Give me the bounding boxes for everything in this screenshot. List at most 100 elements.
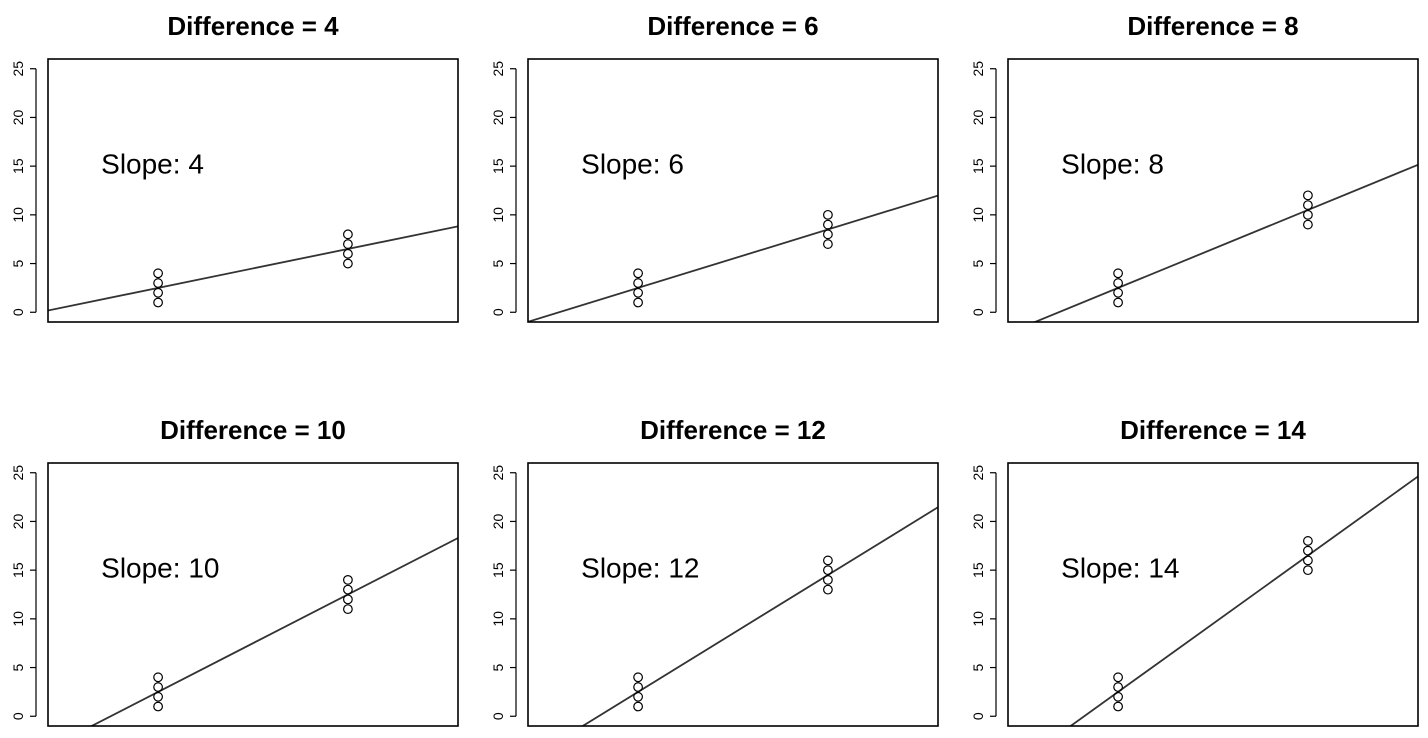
y-tick-label: 20: [490, 109, 506, 125]
y-tick-label: 10: [970, 207, 986, 223]
data-point: [1113, 682, 1123, 692]
y-tick-label: 5: [490, 663, 506, 671]
regression-line: [1032, 163, 1418, 322]
plot-frame: [527, 462, 939, 727]
data-point: [823, 229, 833, 240]
y-tick-label: 25: [970, 61, 986, 77]
data-point: [1303, 209, 1313, 220]
y-tick-label: 25: [10, 61, 26, 77]
panel-4: Difference = 10 0 5 10 15 20 25 Slope: 10: [10, 415, 459, 727]
data-point: [823, 239, 833, 249]
y-tick-label: 20: [970, 513, 986, 529]
regression-line: [48, 225, 458, 312]
plot-frame: [47, 58, 459, 323]
data-point: [1303, 200, 1313, 211]
y-tick-label: 5: [970, 663, 986, 671]
data-point: [633, 672, 643, 683]
data-point: [343, 258, 353, 269]
data-point: [343, 594, 353, 605]
data-point: [823, 584, 833, 595]
panel-2: Difference = 6 0 5 10 15 20 25 Slope: 6: [490, 11, 939, 323]
y-tick-label: 0: [490, 712, 506, 720]
plot-frame: [527, 58, 939, 323]
panel-title: Difference = 12: [640, 415, 826, 445]
y-tick-label: 0: [10, 308, 26, 316]
slope-annotation: Slope: 4: [101, 149, 204, 180]
data-point: [1113, 278, 1123, 288]
data-point: [1113, 701, 1123, 712]
slope-annotation: Slope: 14: [1061, 553, 1179, 584]
regression-line: [1069, 475, 1418, 726]
data-point: [1113, 691, 1123, 702]
data-point: [823, 565, 833, 576]
y-tick-label: 25: [10, 465, 26, 481]
data-point: [633, 297, 643, 308]
data-point: [153, 278, 163, 288]
y-tick-label: 25: [970, 465, 986, 481]
regression-line: [89, 537, 458, 726]
data-point: [633, 287, 643, 298]
data-point: [1113, 672, 1123, 683]
slope-annotation: Slope: 10: [101, 553, 219, 584]
data-point: [343, 229, 353, 240]
data-point: [343, 604, 353, 615]
panel-1: Difference = 4 0 5 10 15 20 25 Slope: 4: [10, 11, 459, 323]
plot-frame: [47, 462, 459, 727]
y-tick-label: 5: [970, 259, 986, 267]
data-point: [153, 691, 163, 702]
panel-title: Difference = 10: [160, 415, 346, 445]
y-tick-label: 10: [490, 207, 506, 223]
y-tick-label: 20: [970, 109, 986, 125]
panel-title: Difference = 14: [1120, 415, 1306, 445]
data-point: [633, 701, 643, 712]
data-point: [1303, 545, 1313, 556]
regression-line: [581, 506, 938, 726]
y-tick-label: 20: [490, 513, 506, 529]
y-tick-label: 15: [490, 562, 506, 578]
plot-frame: [1007, 462, 1419, 727]
data-point: [153, 672, 163, 683]
slope-annotation: Slope: 12: [581, 553, 699, 584]
data-point: [1113, 287, 1123, 298]
y-tick-label: 15: [490, 158, 506, 174]
data-point: [1303, 190, 1313, 201]
panel-5: Difference = 12 0 5 10 15 20 25 Slope: 12: [490, 415, 939, 727]
y-tick-label: 0: [970, 712, 986, 720]
data-point: [633, 278, 643, 288]
y-tick-label: 10: [970, 611, 986, 627]
data-point: [1113, 268, 1123, 279]
y-tick-label: 0: [10, 712, 26, 720]
data-point: [343, 584, 353, 595]
y-tick-label: 5: [490, 259, 506, 267]
data-point: [153, 297, 163, 308]
y-tick-label: 15: [10, 158, 26, 174]
y-tick-label: 20: [10, 109, 26, 125]
data-point: [633, 268, 643, 279]
data-point: [343, 574, 353, 585]
y-tick-label: 5: [10, 259, 26, 267]
panel-title: Difference = 4: [167, 11, 339, 41]
y-tick-label: 10: [490, 611, 506, 627]
data-point: [823, 209, 833, 220]
data-point: [823, 574, 833, 585]
panel-title: Difference = 8: [1127, 11, 1298, 41]
data-point: [1303, 219, 1313, 230]
data-point: [153, 287, 163, 298]
y-tick-label: 25: [490, 61, 506, 77]
panel-6: Difference = 14 0 5 10 15 20 25 Slope: 14: [970, 415, 1419, 727]
y-tick-label: 25: [490, 465, 506, 481]
data-point: [1113, 297, 1123, 308]
data-point: [153, 682, 163, 692]
y-tick-label: 15: [10, 562, 26, 578]
plot-frame: [1007, 58, 1419, 323]
slope-annotation: Slope: 6: [581, 149, 684, 180]
data-point: [343, 239, 353, 249]
data-point: [1303, 555, 1313, 566]
panel-3: Difference = 8 0 5 10 15 20 25 Slope: 8: [970, 11, 1419, 323]
y-tick-label: 5: [10, 663, 26, 671]
data-point: [343, 248, 353, 259]
data-point: [1303, 565, 1313, 576]
data-point: [633, 691, 643, 702]
y-tick-label: 0: [490, 308, 506, 316]
